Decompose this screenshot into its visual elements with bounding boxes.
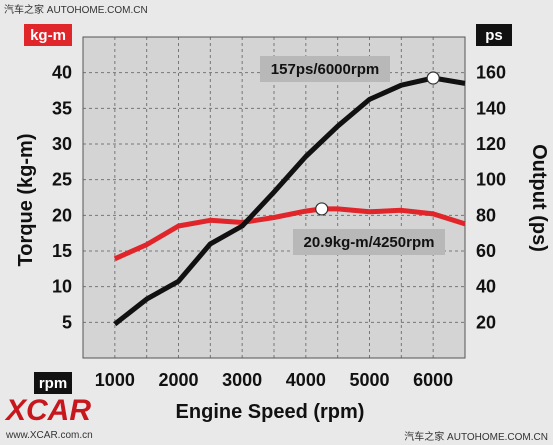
x-axis-title: Engine Speed (rpm) (176, 401, 365, 423)
y-left-tick-label: 15 (52, 241, 72, 261)
watermark-top-left: 汽车之家 AUTOHOME.COM.CN (4, 3, 148, 16)
x-unit-label: rpm (39, 375, 67, 392)
y-left-tick-label: 40 (52, 63, 72, 83)
logo-url: www.XCAR.com.cn (5, 430, 93, 441)
y-left-tick-label: 35 (52, 98, 72, 118)
left-unit-tag (24, 24, 72, 46)
y-left-tick-label: 10 (52, 277, 72, 297)
tick-labels: 1000 2000 3000 4000 5000 6000 5 10 15 20 25 30 35 40 2… (52, 63, 506, 390)
annotation-box (260, 56, 390, 82)
x-tick-label: 5000 (349, 370, 389, 390)
annotation-box (293, 229, 445, 255)
annotations: 157ps/6000rpm 20.9kg-m/4250rpm (260, 56, 445, 255)
y-left-tick-label: 30 (52, 134, 72, 154)
y-right-tick-label: 160 (476, 63, 506, 83)
y-right-tick-label: 40 (476, 277, 496, 297)
annotation-label: 157ps/6000rpm (271, 61, 379, 78)
grid (82, 36, 466, 359)
watermark-bottom-right: 汽车之家 AUTOHOME.COM.CN (404, 430, 548, 443)
y-left-tick-label: 20 (52, 205, 72, 225)
y-left-tick-label: 25 (52, 170, 72, 190)
y-right-tick-label: 80 (476, 205, 496, 225)
output-peak-marker (426, 71, 440, 85)
right-axis-title: Output (ps) (528, 144, 550, 252)
left-unit-label: kg-m (30, 27, 66, 44)
right-unit-tag (476, 24, 512, 46)
x-unit-tag (34, 372, 72, 394)
x-tick-label: 6000 (413, 370, 453, 390)
x-tick-label: 4000 (286, 370, 326, 390)
series (113, 75, 466, 327)
y-right-tick-label: 120 (476, 134, 506, 154)
torque-line (113, 206, 466, 262)
plot-area (83, 37, 465, 358)
y-right-tick-label: 140 (476, 98, 506, 118)
plot-border (82, 36, 466, 359)
x-tick-label: 2000 (158, 370, 198, 390)
right-unit-label: ps (485, 27, 503, 44)
x-tick-label: 3000 (222, 370, 262, 390)
logo-text: XCAR (4, 394, 91, 427)
y-right-tick-label: 100 (476, 170, 506, 190)
y-left-tick-label: 5 (62, 312, 72, 332)
torque-peak-marker (315, 202, 329, 216)
xcar-logo: XCAR www.XCAR.com.cn (4, 394, 93, 441)
y-right-tick-label: 20 (476, 312, 496, 332)
y-right-tick-label: 60 (476, 241, 496, 261)
output-line (113, 75, 466, 327)
x-tick-label: 1000 (95, 370, 135, 390)
annotation-label: 20.9kg-m/4250rpm (304, 234, 435, 251)
left-axis-title: Torque (kg-m) (15, 134, 37, 267)
